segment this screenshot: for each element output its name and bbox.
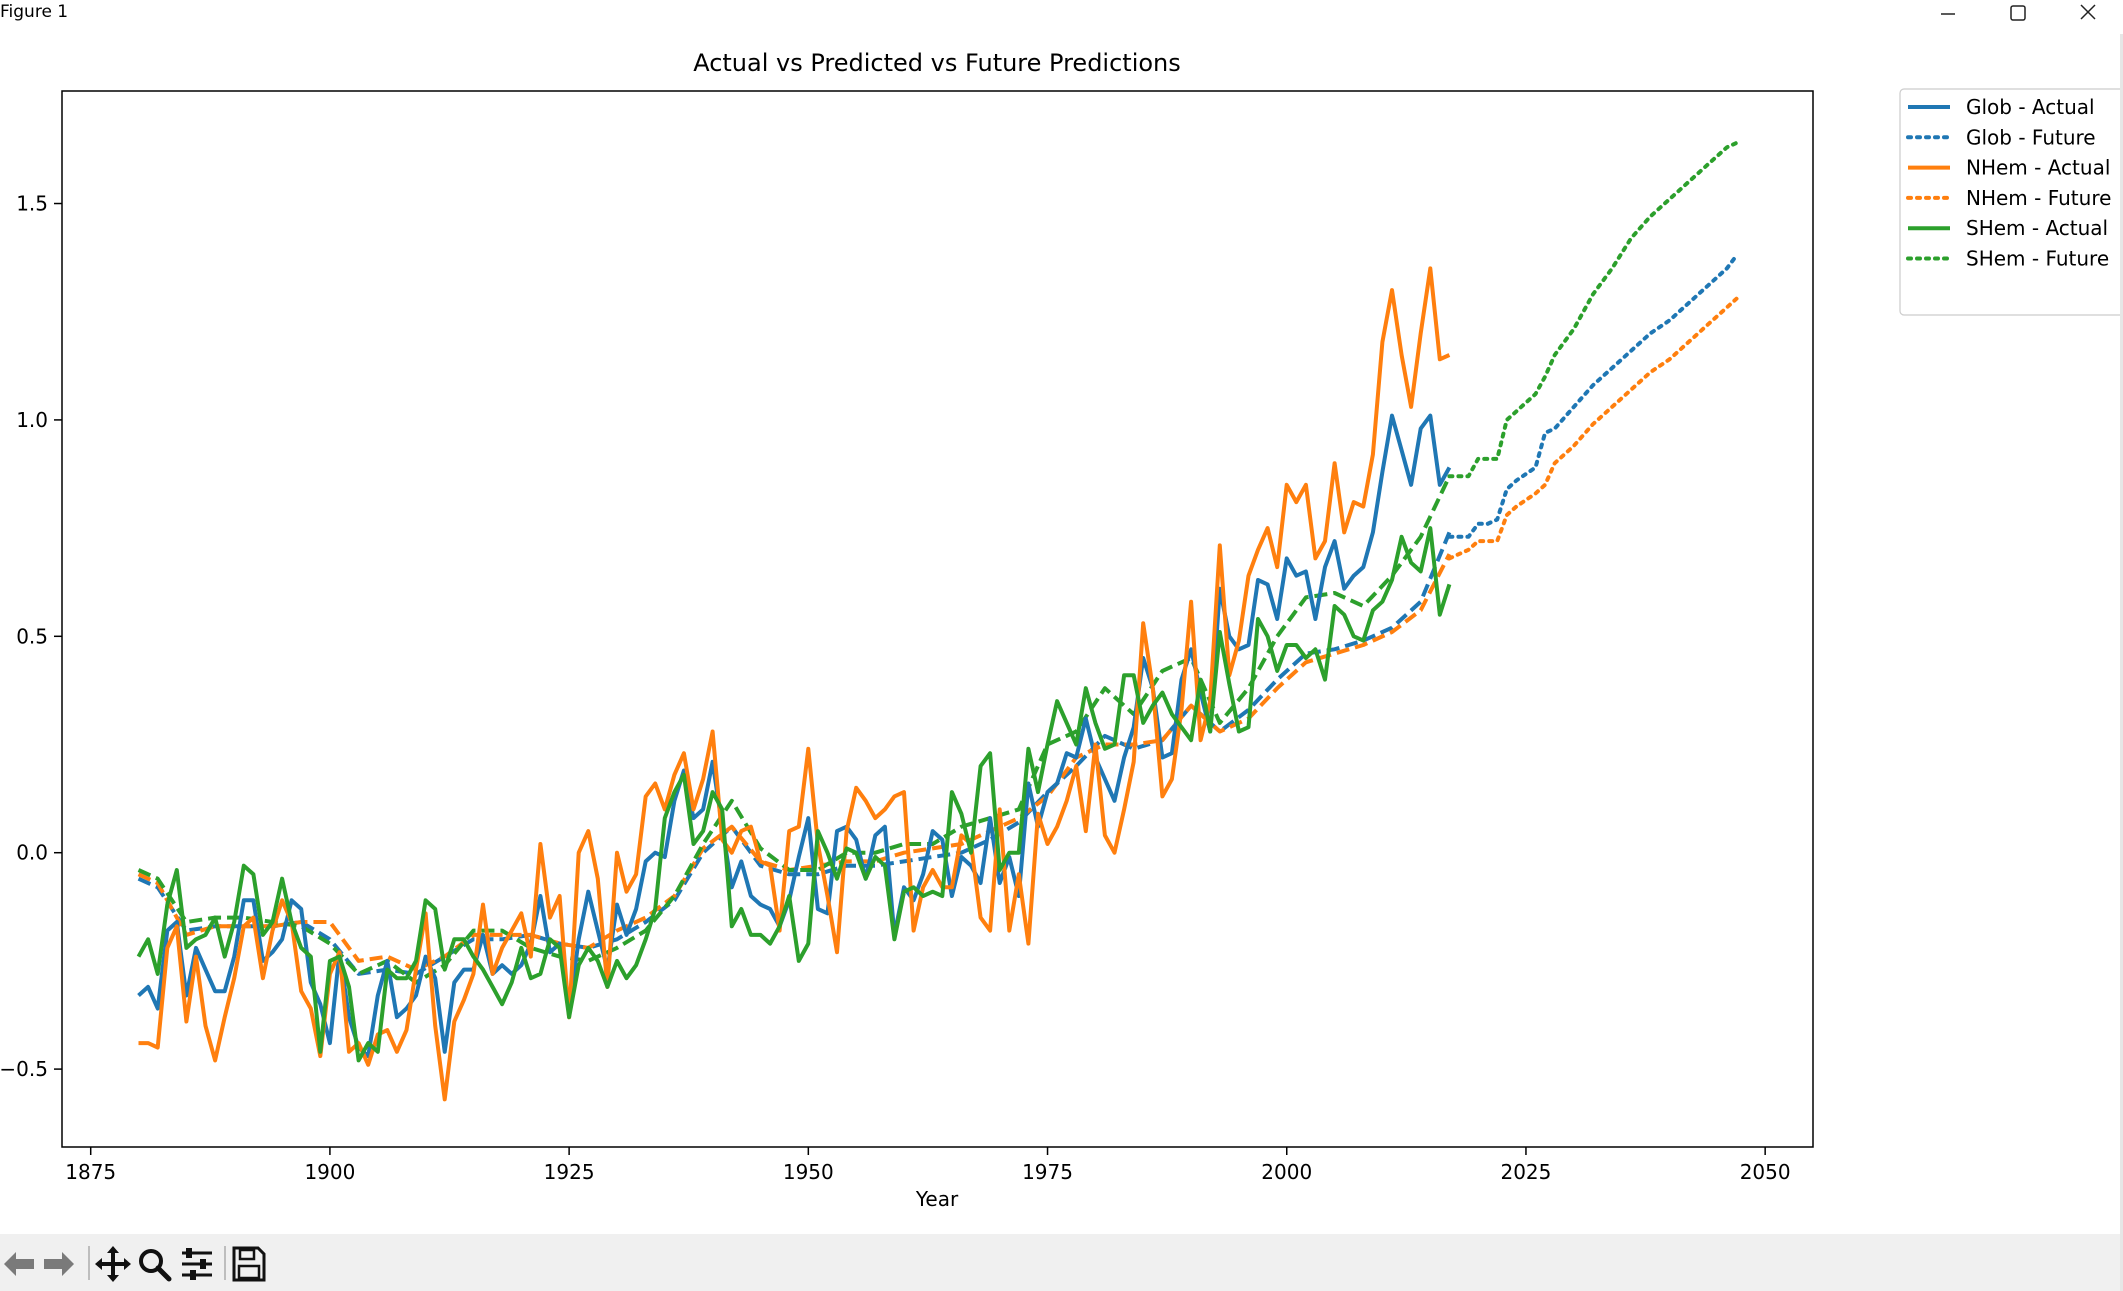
magnifier-icon <box>139 1249 172 1282</box>
move-icon <box>95 1246 131 1282</box>
x-tick-label: 1950 <box>783 1160 834 1184</box>
x-tick-label: 2025 <box>1500 1160 1551 1184</box>
y-tick-label: 0.0 <box>16 841 48 865</box>
series-line-shem-actual <box>136 526 1452 1063</box>
x-tick-label: 2050 <box>1740 1160 1791 1184</box>
x-tick-label: 2000 <box>1261 1160 1312 1184</box>
maximize-icon <box>2010 5 2026 21</box>
legend-label: Glob - Future <box>1966 125 2096 149</box>
arrow-left-icon <box>4 1252 34 1276</box>
legend-label: Glob - Actual <box>1966 95 2095 119</box>
chart-title: Actual vs Predicted vs Future Prediction… <box>693 49 1181 77</box>
zoom-button[interactable] <box>134 1244 176 1284</box>
y-tick-label: 1.0 <box>16 408 48 432</box>
series-line-shem-future <box>1447 140 1739 479</box>
minimize-button[interactable] <box>1912 0 1982 34</box>
toolbar-separator <box>88 1246 90 1280</box>
legend-label: SHem - Actual <box>1966 216 2108 240</box>
close-button[interactable] <box>2052 0 2122 34</box>
sliders-icon <box>182 1248 212 1280</box>
x-axis-label: Year <box>915 1187 959 1211</box>
legend-label: SHem - Future <box>1966 247 2109 271</box>
chart: Actual vs Predicted vs Future Prediction… <box>0 49 2123 1211</box>
legend-label: NHem - Future <box>1966 186 2111 210</box>
close-icon <box>2080 4 2096 20</box>
x-tick-label: 1925 <box>544 1160 595 1184</box>
y-tick-label: 1.5 <box>16 192 48 216</box>
configure-subplots-button[interactable] <box>176 1244 218 1284</box>
x-tick-label: 1875 <box>65 1160 116 1184</box>
y-tick-label: −0.5 <box>0 1057 48 1081</box>
series-line-glob-future <box>1447 253 1739 539</box>
legend: Glob - Actual Glob - Future NHem - Actual N… <box>1899 88 2123 316</box>
y-tick-label: 0.5 <box>16 624 48 648</box>
back-button[interactable] <box>0 1244 42 1284</box>
figure-canvas[interactable]: Actual vs Predicted vs Future Prediction… <box>0 34 2123 1234</box>
series-layer <box>136 140 1739 1102</box>
window-titlebar: Figure 1 <box>0 0 2123 34</box>
floppy-disk-icon <box>232 1246 266 1282</box>
window-title: Figure 1 <box>0 2 69 22</box>
window-border <box>2120 34 2123 1291</box>
series-line-glob-predicted <box>137 531 1452 976</box>
y-axis: −0.5 0.0 0.5 1.0 1.5 <box>0 192 62 1081</box>
toolbar-separator <box>224 1246 226 1280</box>
forward-button[interactable] <box>38 1244 80 1284</box>
legend-label: NHem - Actual <box>1966 156 2110 180</box>
maximize-button[interactable] <box>1982 0 2052 34</box>
x-tick-label: 1975 <box>1022 1160 1073 1184</box>
x-tick-label: 1900 <box>304 1160 355 1184</box>
x-axis: 1875 1900 1925 1950 1975 2000 2025 2050 <box>65 1147 1791 1184</box>
pan-button[interactable] <box>92 1244 134 1284</box>
navigation-toolbar <box>0 1234 2123 1291</box>
minimize-icon <box>1941 13 1955 15</box>
series-line-nhem-future <box>1447 296 1739 561</box>
arrow-right-icon <box>44 1252 74 1276</box>
legend-box <box>1899 88 2123 316</box>
save-button[interactable] <box>228 1244 270 1284</box>
plot-area-frame <box>61 90 1814 1148</box>
series-line-shem-predicted <box>137 475 1452 985</box>
